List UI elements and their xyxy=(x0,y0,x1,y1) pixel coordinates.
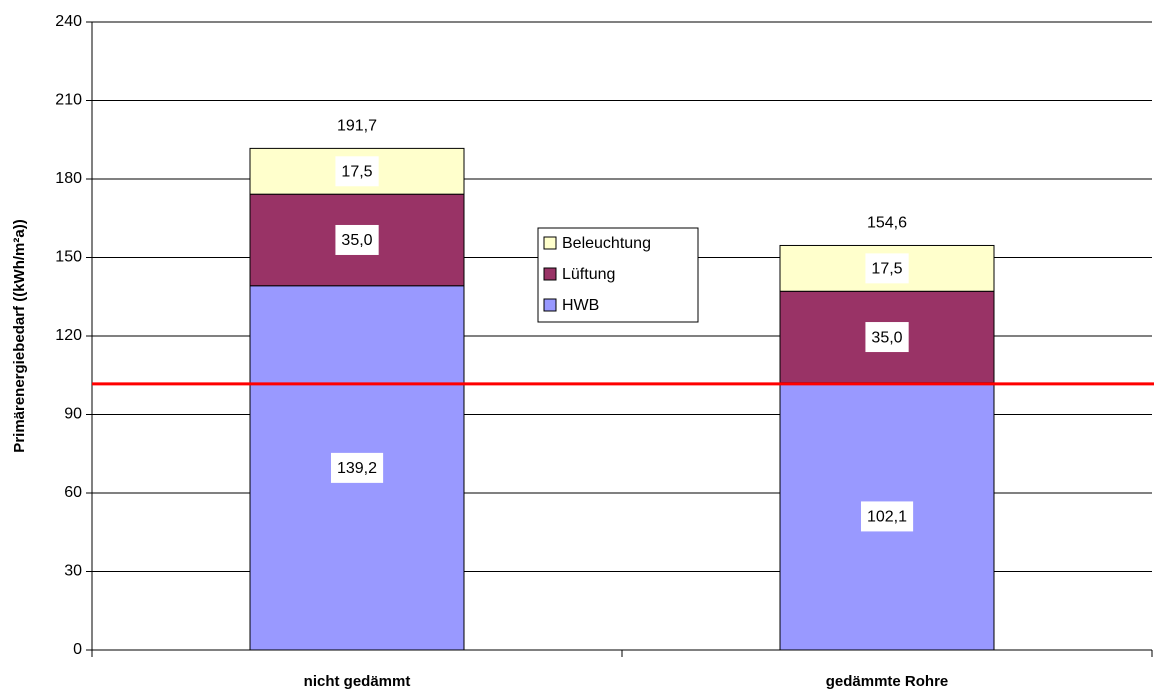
value-label: 17,5 xyxy=(335,156,379,187)
y-tick-label: 210 xyxy=(55,92,82,109)
value-label: 35,0 xyxy=(335,224,379,255)
value-label-text: 102,1 xyxy=(867,509,907,526)
x-tick-label: nicht gedämmt xyxy=(304,673,411,689)
value-label-text: 35,0 xyxy=(341,232,372,249)
y-tick-label: 90 xyxy=(64,406,82,423)
legend-box xyxy=(537,227,699,323)
value-label-text: 17,5 xyxy=(871,261,902,278)
y-tick-label: 240 xyxy=(55,13,82,30)
label-box xyxy=(860,501,914,532)
y-axis-label: Primärenergiebedarf ((kWh/m²a)) xyxy=(11,219,28,452)
label-box xyxy=(335,156,379,187)
total-label: 191,7 xyxy=(337,118,377,135)
y-tick-label: 180 xyxy=(55,170,82,187)
legend-swatch xyxy=(543,298,557,312)
value-label: 139,2 xyxy=(330,452,384,483)
value-label-text: 17,5 xyxy=(341,163,372,180)
y-tick-label: 120 xyxy=(55,327,82,344)
label-box xyxy=(330,452,384,483)
value-label: 35,0 xyxy=(865,322,909,353)
legend: Beleuchtung Lüftung HWB xyxy=(537,227,699,323)
bar-segment xyxy=(249,193,465,287)
legend-label: Beleuchtung xyxy=(562,235,651,252)
total-label: 154,6 xyxy=(867,215,907,232)
value-label-text: 35,0 xyxy=(871,329,902,346)
y-tick-label: 60 xyxy=(64,484,82,501)
label-box xyxy=(865,253,909,284)
value-label: 17,5 xyxy=(865,253,909,284)
legend-label: Lüftung xyxy=(562,266,615,283)
value-label: 102,1 xyxy=(860,501,914,532)
legend-swatch xyxy=(543,267,557,281)
legend-label: HWB xyxy=(562,297,599,314)
y-tick-label: 150 xyxy=(55,249,82,266)
y-tick-label: 30 xyxy=(64,563,82,580)
legend-swatch xyxy=(543,236,557,250)
x-tick-label: gedämmte Rohre xyxy=(826,673,949,689)
y-tick-label: 0 xyxy=(73,641,82,658)
value-label-text: 139,2 xyxy=(337,460,377,477)
label-box xyxy=(865,322,909,353)
label-box xyxy=(335,224,379,255)
